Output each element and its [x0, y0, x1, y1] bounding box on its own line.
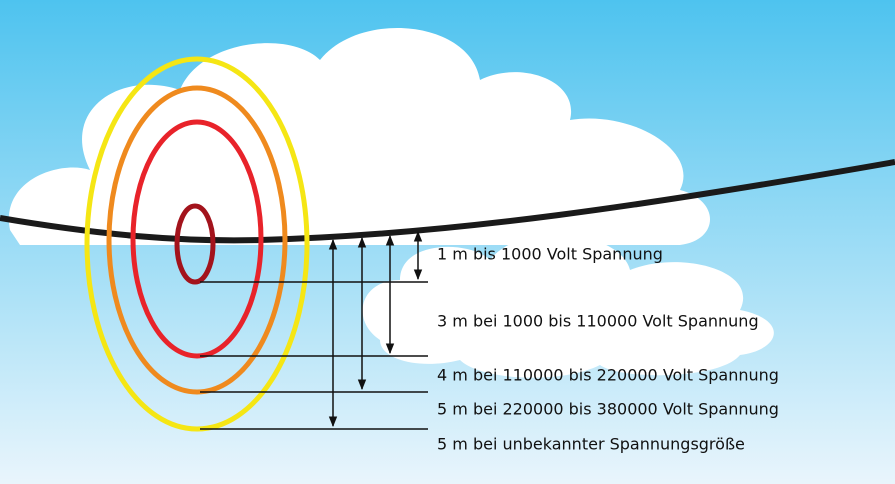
diagram: 1 m bis 1000 Volt Spannung 3 m bei 1000 …	[0, 0, 895, 484]
distance-label: 3 m bei 1000 bis 110000 Volt Spannung	[437, 312, 759, 331]
distance-label: 5 m bei unbekannter Spannungsgröße	[437, 435, 745, 454]
distance-label: 4 m bei 110000 bis 220000 Volt Spannung	[437, 366, 779, 385]
distance-label: 5 m bei 220000 bis 380000 Volt Spannung	[437, 400, 779, 419]
distance-label: 1 m bis 1000 Volt Spannung	[437, 245, 663, 264]
page: 1 m bis 1000 Volt Spannung 3 m bei 1000 …	[0, 0, 895, 484]
